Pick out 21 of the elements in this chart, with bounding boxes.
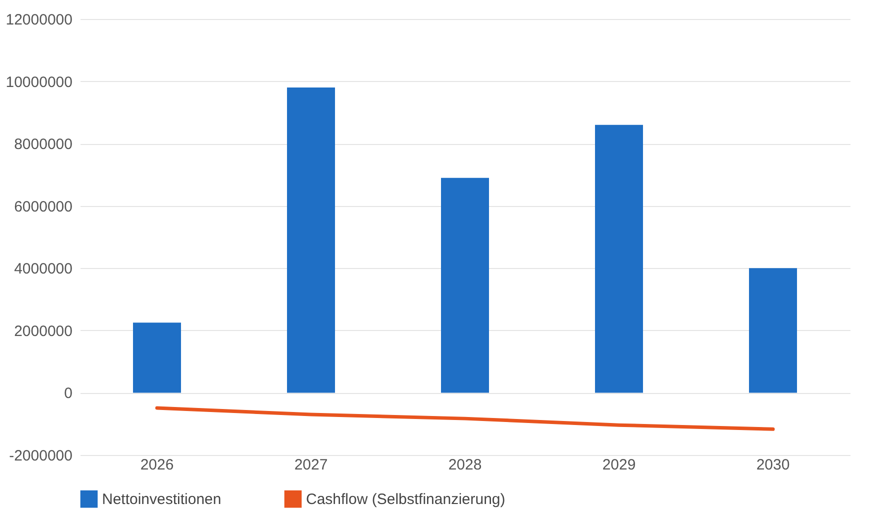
- bar: [287, 88, 335, 393]
- legend-label: Nettoinvestitionen: [102, 491, 222, 508]
- y-tick-label: -2000000: [9, 448, 72, 464]
- y-tick-label: 0: [64, 385, 72, 402]
- line-series: [155, 406, 775, 431]
- x-tick-label: 2027: [294, 456, 328, 474]
- legend-label: Cashflow (Selbstfinanzierung): [306, 491, 506, 508]
- y-tick-label: 10000000: [6, 74, 72, 91]
- y-tick-label: 6000000: [14, 198, 72, 216]
- y-tick-label: 4000000: [14, 260, 72, 278]
- bar: [749, 268, 797, 393]
- bar: [133, 322, 181, 393]
- y-tick-label: 2000000: [14, 322, 72, 340]
- y-tick-label: 8000000: [14, 136, 72, 154]
- x-tick-label: 2029: [602, 456, 636, 474]
- y-tick-label: 12000000: [6, 12, 72, 28]
- bar: [595, 124, 643, 393]
- x-tick-label: 2030: [756, 456, 790, 474]
- x-tick-label: 2028: [448, 456, 482, 474]
- x-tick-label: 2026: [140, 456, 174, 474]
- bar: [441, 178, 489, 393]
